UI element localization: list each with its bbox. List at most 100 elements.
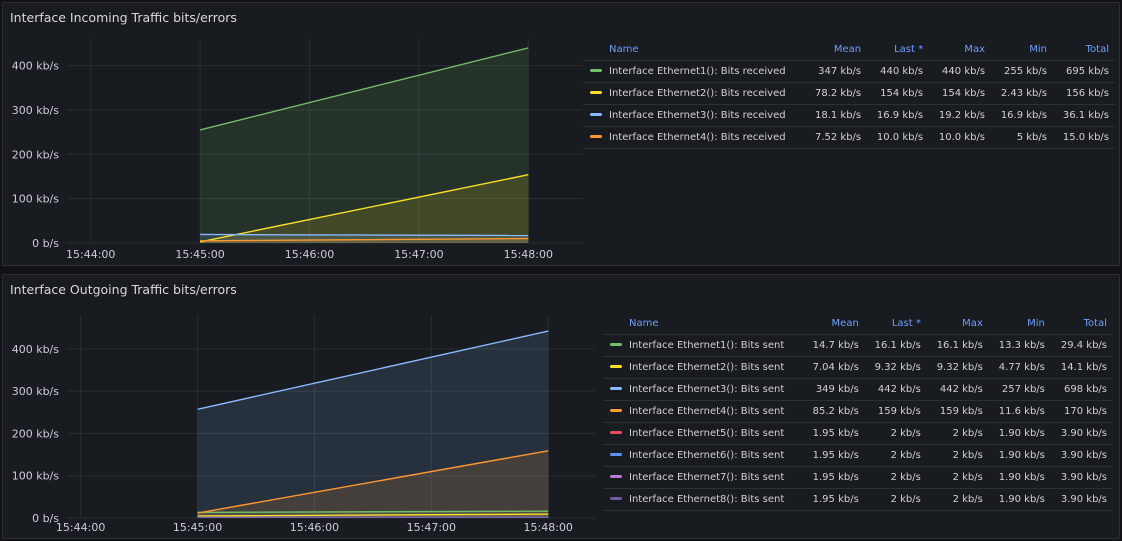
outgoing-traffic-panel: Interface Outgoing Traffic bits/errors 4… [2, 274, 1120, 539]
legend-row[interactable]: Interface Ethernet4(): Bits sent 85.2 kb/… [603, 400, 1113, 423]
legend-row[interactable]: Interface Ethernet5(): Bits sent 1.95 kb/… [603, 422, 1113, 445]
series-color-swatch[interactable] [610, 452, 622, 456]
legend-row[interactable]: Interface Ethernet2(): Bits received 78.2… [583, 82, 1115, 105]
legend-series-name[interactable]: Interface Ethernet2(): Bits sent [603, 356, 803, 379]
x-tick-label: 15:46:00 [285, 248, 334, 261]
legend-total-value: 3.90 kb/s [1050, 444, 1113, 467]
incoming-traffic-legend: Name Mean Last * Max Min Total Interface Ether… [583, 38, 1115, 149]
legend-series-name[interactable]: Interface Ethernet2(): Bits received [583, 82, 806, 105]
legend-row[interactable]: Interface Ethernet1(): Bits sent 14.7 kb/… [603, 334, 1113, 357]
legend-series-label: Interface Ethernet1(): Bits sent [629, 340, 785, 351]
legend-min-value: 5 kb/s [991, 126, 1053, 149]
panel-title[interactable]: Interface Outgoing Traffic bits/errors [10, 282, 237, 297]
legend-max-value: 159 kb/s [926, 400, 989, 423]
legend-last-value: 9.32 kb/s [864, 356, 927, 379]
legend-min-value: 4.77 kb/s [988, 356, 1051, 379]
legend-header-max[interactable]: Max [964, 43, 986, 55]
legend-total-value: 695 kb/s [1052, 60, 1115, 83]
legend-last-value: 16.1 kb/s [864, 334, 927, 357]
legend-mean-value: 78.2 kb/s [805, 82, 868, 105]
series-line[interactable] [197, 510, 549, 514]
legend-series-name[interactable]: Interface Ethernet8(): Bits sent [603, 488, 803, 511]
legend-series-name[interactable]: Interface Ethernet4(): Bits received [583, 126, 806, 149]
legend-header-total[interactable]: Total [1085, 43, 1109, 55]
y-tick-label: 200 kb/s [12, 148, 60, 161]
legend-header-name[interactable]: Name [609, 43, 639, 55]
legend-header-last[interactable]: Last * [894, 43, 924, 55]
series-color-swatch[interactable] [610, 386, 622, 390]
legend-series-name[interactable]: Interface Ethernet6(): Bits sent [603, 444, 803, 467]
legend-min-value: 11.6 kb/s [988, 400, 1051, 423]
series-line[interactable] [197, 450, 549, 514]
legend-last-value: 16.9 kb/s [867, 104, 930, 127]
series-line[interactable] [199, 174, 529, 243]
legend-row[interactable]: Interface Ethernet1(): Bits received 347 … [583, 60, 1115, 83]
series-area [197, 331, 549, 518]
legend-total-value: 14.1 kb/s [1050, 356, 1113, 379]
legend-max-value: 2 kb/s [926, 466, 989, 489]
series-areas [197, 331, 549, 518]
legend-series-name[interactable]: Interface Ethernet3(): Bits received [583, 104, 806, 127]
series-color-swatch[interactable] [610, 430, 622, 434]
series-color-swatch[interactable] [610, 342, 622, 346]
incoming-traffic-chart[interactable]: 400 kb/s 300 kb/s 200 kb/s 100 kb/s 0 b/s 15:… [3, 3, 593, 267]
series-color-swatch[interactable] [590, 90, 602, 94]
series-line[interactable] [199, 47, 529, 131]
panel-title[interactable]: Interface Incoming Traffic bits/errors [10, 10, 237, 25]
x-tick-label: 15:48:00 [524, 521, 573, 534]
series-line[interactable] [197, 330, 549, 410]
legend-header-mean[interactable]: Mean [833, 43, 862, 55]
legend-header-max[interactable]: Max [962, 317, 983, 329]
legend-header-name[interactable]: Name [629, 317, 659, 329]
legend-min-value: 1.90 kb/s [988, 444, 1051, 467]
legend-header-min[interactable]: Min [1027, 317, 1045, 329]
y-tick-label: 400 kb/s [12, 343, 60, 356]
series-color-swatch[interactable] [610, 408, 622, 412]
legend-series-name[interactable]: Interface Ethernet7(): Bits sent [603, 466, 803, 489]
series-color-swatch[interactable] [590, 112, 602, 116]
legend-header-total[interactable]: Total [1083, 317, 1107, 329]
legend-series-name[interactable]: Interface Ethernet4(): Bits sent [603, 400, 803, 423]
legend-total-value: 3.90 kb/s [1050, 422, 1113, 445]
legend-series-label: Interface Ethernet3(): Bits received [609, 110, 786, 121]
series-areas [200, 47, 529, 243]
series-color-swatch[interactable] [590, 68, 602, 72]
y-tick-label: 0 b/s [32, 512, 59, 525]
legend-row[interactable]: Interface Ethernet2(): Bits sent 7.04 kb/… [603, 356, 1113, 379]
legend-series-name[interactable]: Interface Ethernet1(): Bits received [583, 60, 806, 83]
legend-total-value: 3.90 kb/s [1050, 488, 1113, 511]
legend-series-label: Interface Ethernet4(): Bits sent [629, 406, 785, 417]
legend-series-name[interactable]: Interface Ethernet5(): Bits sent [603, 422, 803, 445]
legend-row[interactable]: Interface Ethernet7(): Bits sent 1.95 kb/… [603, 466, 1113, 489]
series-line[interactable] [200, 237, 529, 242]
legend-header-row: Name Mean Last * Max Min Total [583, 38, 1115, 61]
legend-series-name[interactable]: Interface Ethernet3(): Bits sent [603, 378, 803, 401]
x-tick-label: 15:45:00 [175, 248, 224, 261]
legend-min-value: 16.9 kb/s [991, 104, 1053, 127]
legend-row[interactable]: Interface Ethernet8(): Bits sent 1.95 kb/… [603, 488, 1113, 511]
series-line[interactable] [200, 233, 529, 237]
legend-row[interactable]: Interface Ethernet6(): Bits sent 1.95 kb/… [603, 444, 1113, 467]
legend-last-value: 440 kb/s [867, 60, 930, 83]
series-color-swatch[interactable] [610, 364, 622, 368]
legend-header-min[interactable]: Min [1029, 43, 1047, 55]
series-lines [197, 330, 549, 518]
legend-series-name[interactable]: Interface Ethernet1(): Bits sent [603, 334, 803, 357]
legend-last-value: 159 kb/s [864, 400, 927, 423]
legend-mean-value: 7.04 kb/s [802, 356, 865, 379]
legend-max-value: 9.32 kb/s [926, 356, 989, 379]
series-line[interactable] [197, 513, 549, 517]
series-color-swatch[interactable] [610, 474, 622, 478]
x-tick-label: 15:44:00 [56, 521, 105, 534]
legend-header-mean[interactable]: Mean [831, 317, 859, 329]
series-color-swatch[interactable] [610, 496, 622, 500]
series-lines [199, 47, 529, 243]
series-color-swatch[interactable] [590, 134, 602, 138]
legend-row[interactable]: Interface Ethernet3(): Bits received 18.1… [583, 104, 1115, 127]
legend-header-last[interactable]: Last * [891, 317, 921, 329]
legend-row[interactable]: Interface Ethernet4(): Bits received 7.52… [583, 126, 1115, 149]
legend-mean-value: 18.1 kb/s [805, 104, 868, 127]
x-tick-label: 15:44:00 [66, 248, 115, 261]
legend-row[interactable]: Interface Ethernet3(): Bits sent 349 kb/s… [603, 378, 1113, 401]
